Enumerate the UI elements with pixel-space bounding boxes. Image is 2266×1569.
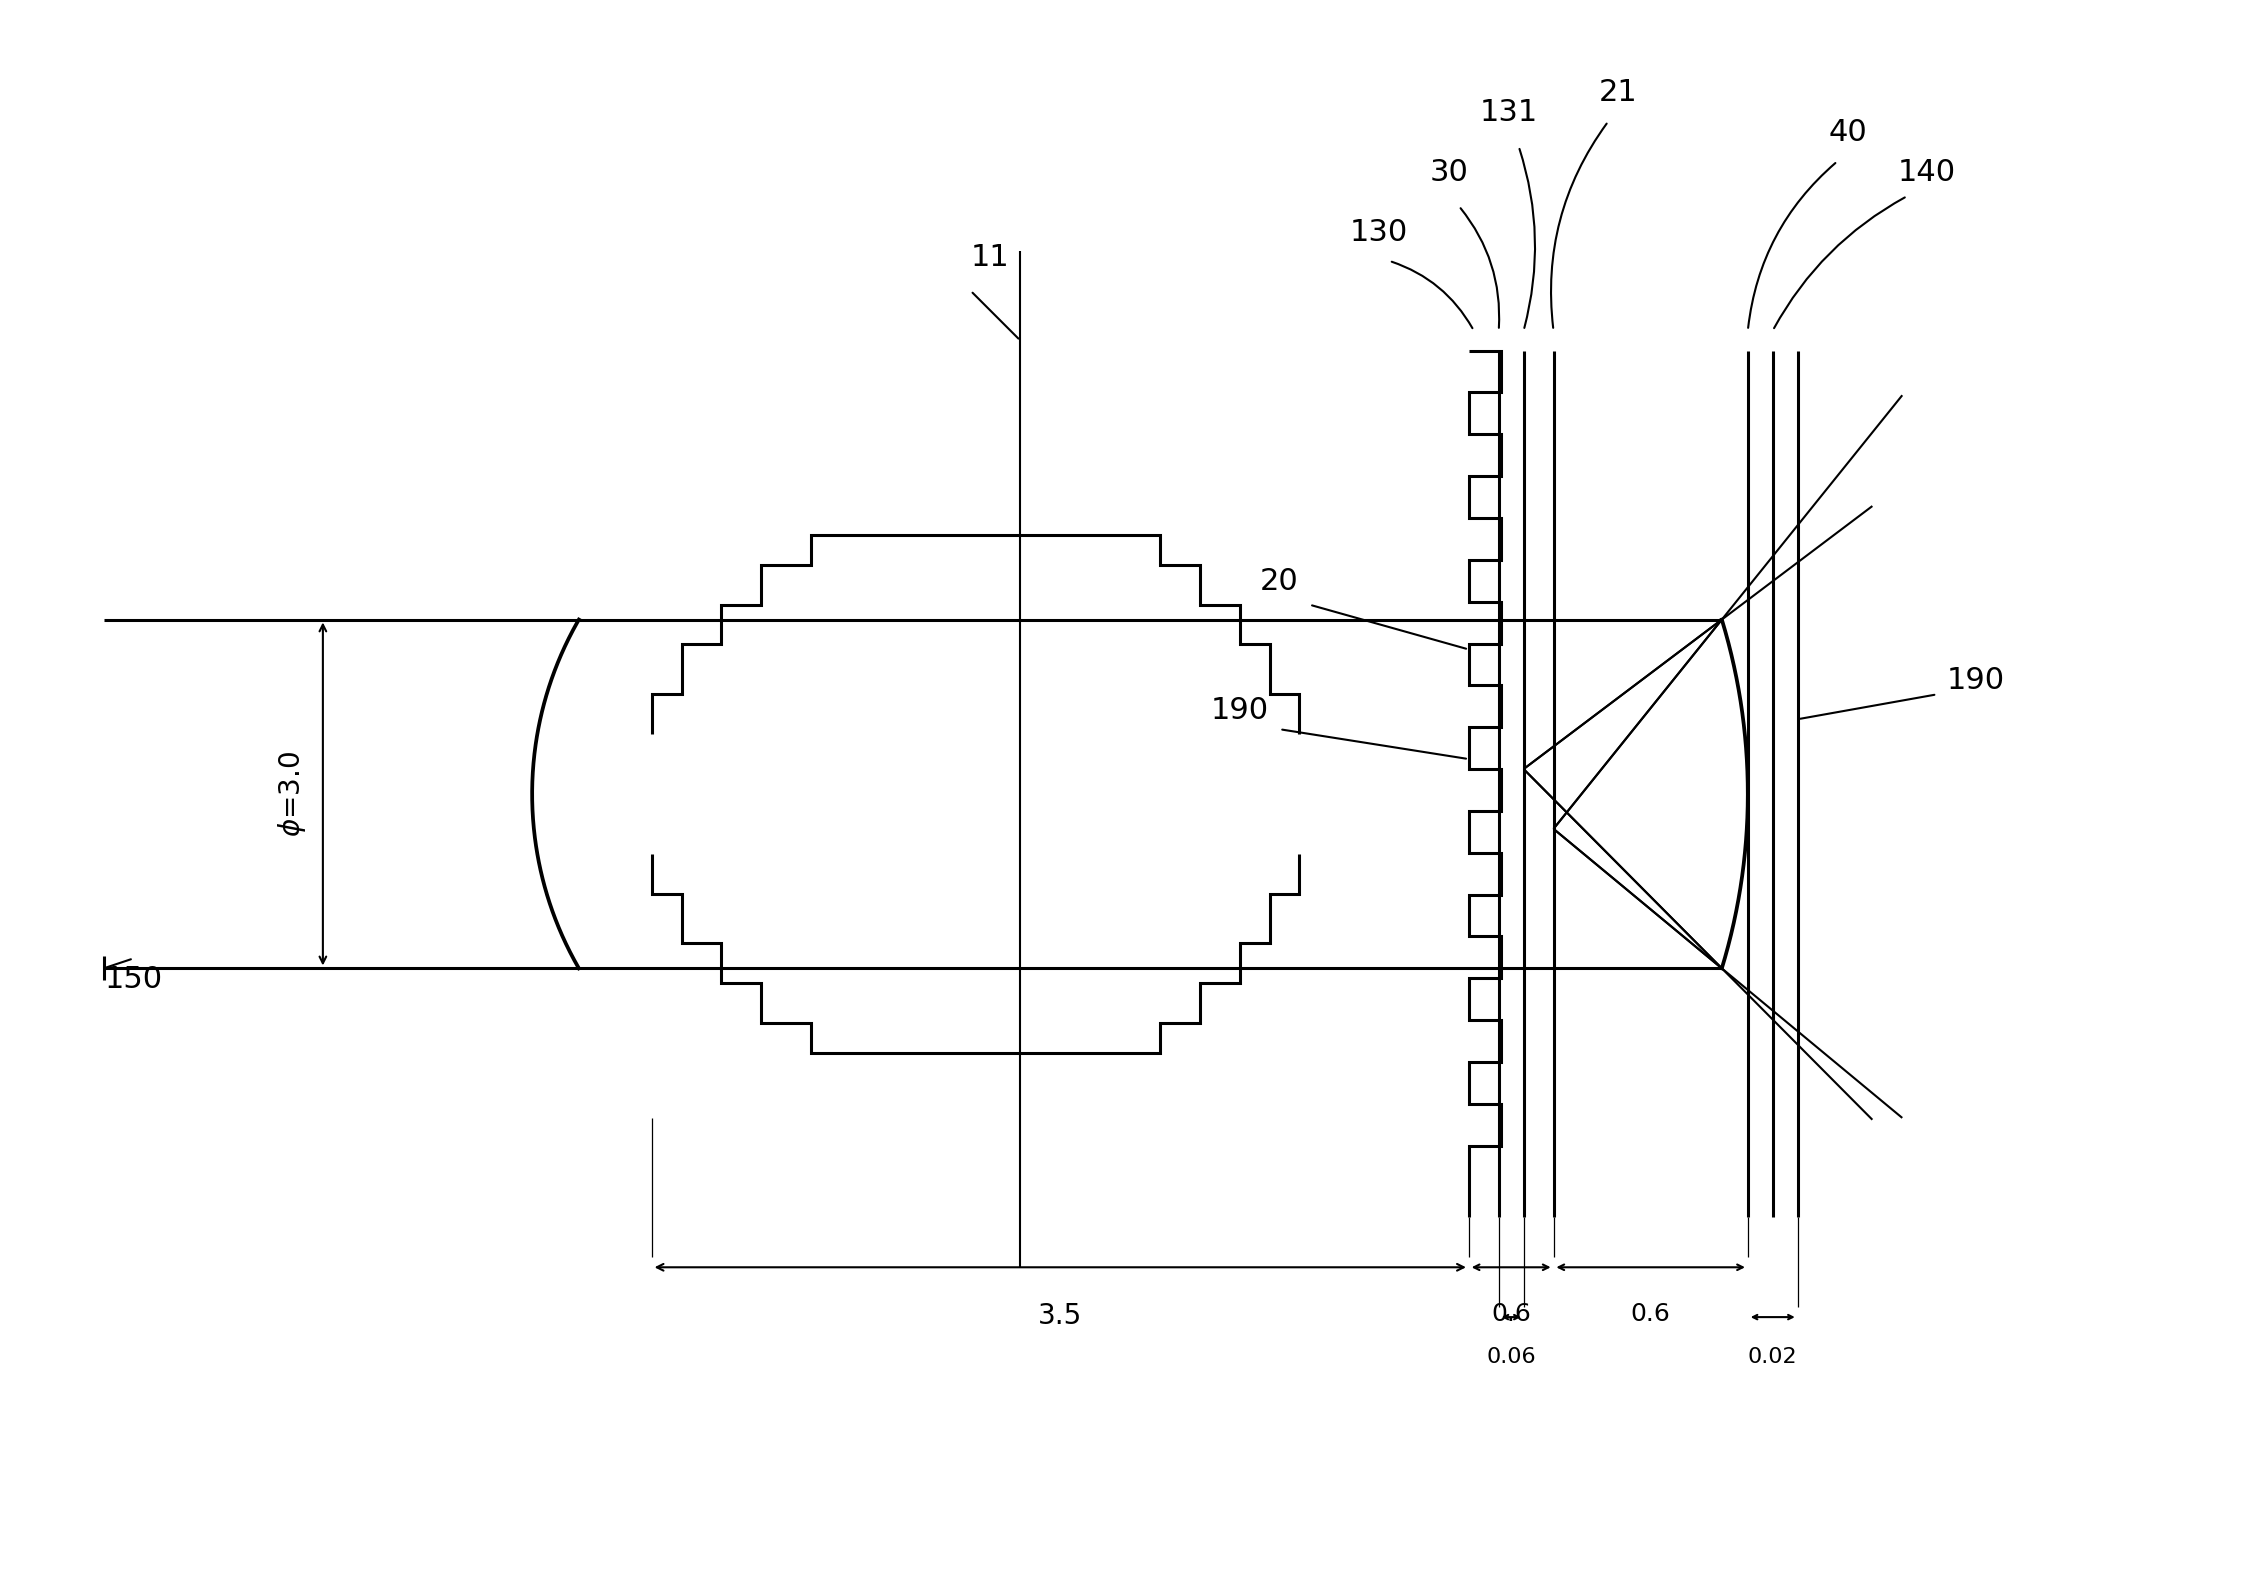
Text: 11: 11 [972, 243, 1011, 271]
Text: 140: 140 [1899, 158, 1956, 187]
Text: 190: 190 [1210, 697, 1269, 725]
Text: 40: 40 [1829, 118, 1867, 147]
Text: $\phi$=3.0: $\phi$=3.0 [276, 752, 308, 836]
Text: 150: 150 [104, 965, 163, 995]
Text: 0.6: 0.6 [1491, 1302, 1532, 1326]
Text: 0.6: 0.6 [1632, 1302, 1670, 1326]
Text: 0.06: 0.06 [1486, 1348, 1536, 1367]
Text: 190: 190 [1946, 667, 2005, 695]
Text: 0.02: 0.02 [1747, 1348, 1797, 1367]
Text: 3.5: 3.5 [1038, 1302, 1083, 1331]
Text: 130: 130 [1351, 218, 1407, 246]
Text: 131: 131 [1480, 99, 1539, 127]
Text: 30: 30 [1430, 158, 1468, 187]
Text: 21: 21 [1600, 78, 1638, 107]
Text: 20: 20 [1260, 566, 1298, 596]
